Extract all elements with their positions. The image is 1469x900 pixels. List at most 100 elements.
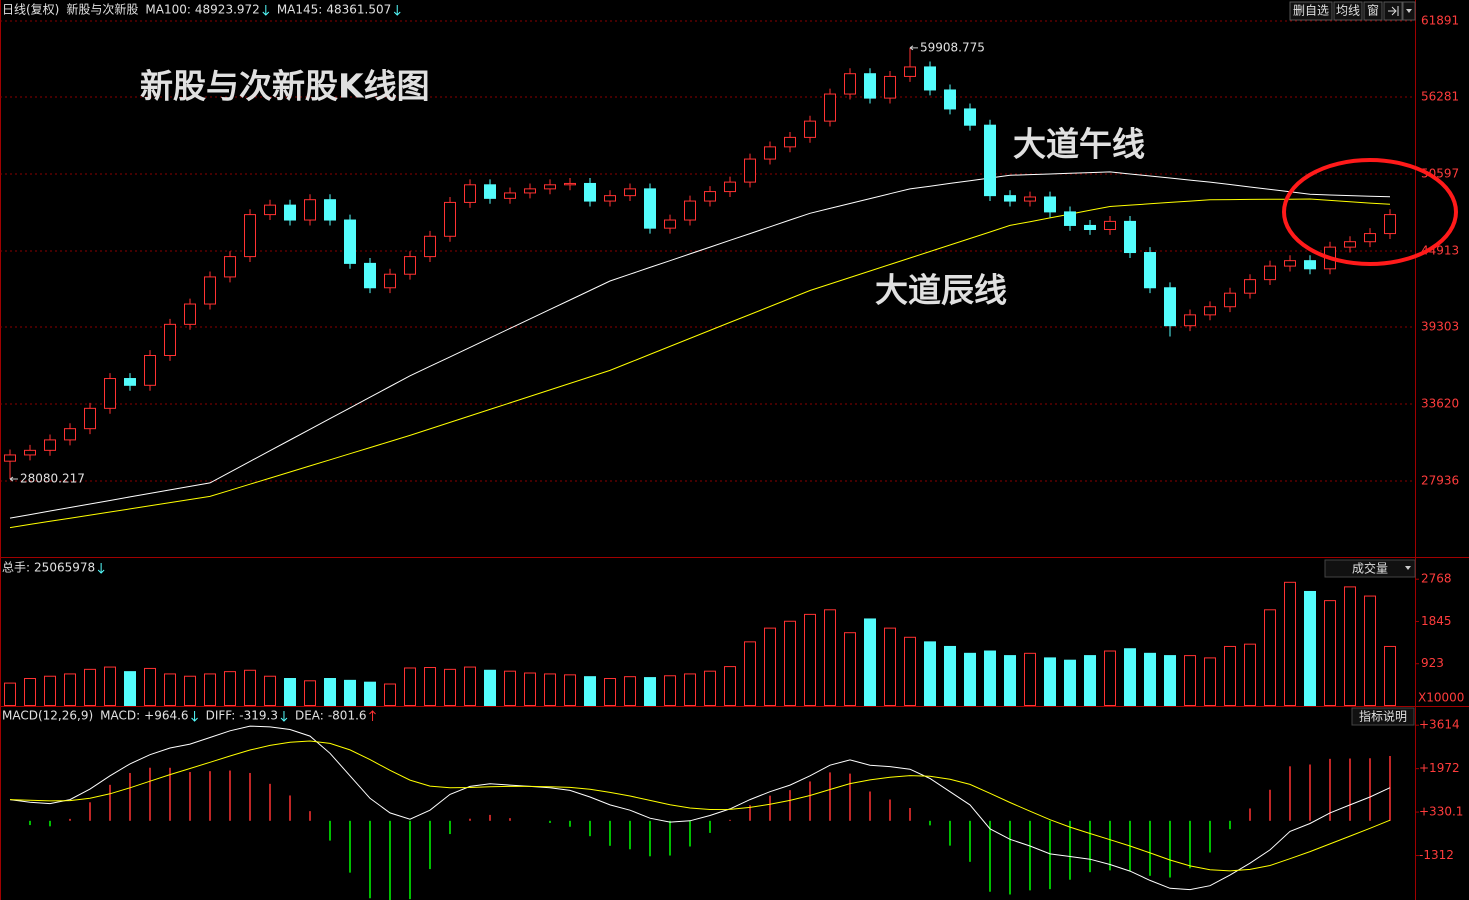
- volume-bar: [284, 678, 296, 706]
- macd-line: [9, 725, 1391, 891]
- candle-body: [484, 184, 496, 199]
- y-tick-label: 27936: [1421, 474, 1459, 488]
- candle-body: [324, 199, 336, 221]
- candle-body: [1244, 279, 1256, 294]
- volume-bar: [1384, 645, 1396, 706]
- candle-body: [724, 181, 736, 193]
- volume-bar: [504, 670, 516, 706]
- button[interactable]: [1363, 1, 1383, 21]
- moving-average-line: [9, 198, 1391, 529]
- volume-bar: [1224, 645, 1236, 706]
- volume-bar: [1064, 659, 1076, 707]
- annotation: 大道午线: [1013, 125, 1145, 164]
- y-tick-label: 39303: [1421, 320, 1459, 334]
- candle-body: [684, 200, 696, 221]
- volume-bar: [424, 667, 436, 707]
- volume-bar: [1204, 657, 1216, 706]
- volume-bar: [764, 627, 776, 706]
- volume-bar: [1364, 595, 1376, 706]
- volume-bar: [84, 668, 96, 707]
- button-label[interactable]: 指标说明: [1359, 709, 1407, 724]
- candle-body: [364, 262, 376, 289]
- button[interactable]: [1351, 707, 1415, 726]
- extreme-pointer: [9, 476, 18, 482]
- volume-bar: [44, 675, 56, 706]
- candle-body: [1364, 233, 1376, 243]
- candle-body: [704, 191, 716, 202]
- candle-body: [244, 214, 256, 258]
- volume-bar: [544, 673, 556, 707]
- candle-body: [1144, 252, 1156, 289]
- y-tick-label: -1312: [1419, 848, 1454, 862]
- volume-bar: [1244, 643, 1256, 707]
- button-label[interactable]: 均线: [1336, 4, 1360, 18]
- candle-body: [1204, 306, 1216, 316]
- candle-body: [604, 195, 616, 202]
- candle-body: [84, 407, 96, 430]
- volume-bar: [664, 675, 676, 706]
- volume-button[interactable]: 成交量: [1324, 559, 1416, 578]
- candle-body: [184, 303, 196, 325]
- volume-bar: [464, 666, 476, 706]
- button-label[interactable]: 成交量: [1352, 561, 1388, 576]
- volume-bar: [1084, 655, 1096, 707]
- legend-label: MA100:: [145, 3, 191, 17]
- macd-line: [9, 740, 1391, 872]
- legend-label: MA145:: [277, 3, 323, 17]
- extreme-pointer: [909, 45, 918, 51]
- volume-bar: [524, 672, 536, 706]
- volume-bar: [484, 669, 496, 706]
- y-tick-label: 33620: [1421, 397, 1459, 411]
- candle-body: [984, 124, 996, 197]
- candle-body: [404, 256, 416, 275]
- extreme-label: 28080.217: [20, 472, 85, 486]
- candle-body: [444, 201, 456, 237]
- volume-bar: [1104, 650, 1116, 706]
- candle-body: [24, 449, 36, 456]
- candle-body: [884, 75, 896, 99]
- candle-body: [644, 188, 656, 229]
- candle-body: [144, 355, 156, 386]
- chart-title: 新股与次新股: [66, 2, 138, 17]
- candle-body: [384, 273, 396, 289]
- candle-body: [944, 89, 956, 110]
- y-tick-label: +330.1: [1419, 805, 1463, 819]
- legend-value: -801.6: [328, 709, 367, 723]
- volume-bar: [1284, 581, 1296, 706]
- candle-body: [504, 192, 516, 199]
- volume-bar: [1144, 652, 1156, 706]
- candle-body: [804, 120, 816, 138]
- legend-label: MACD:: [100, 709, 140, 723]
- candle-body: [1164, 287, 1176, 327]
- volume-bar: [1124, 648, 1136, 707]
- candle-body: [764, 146, 776, 160]
- button[interactable]: [1333, 1, 1363, 21]
- y-tick-label: 56281: [1421, 90, 1459, 104]
- legend-value: 48361.507: [326, 3, 391, 17]
- volume-bar: [1264, 609, 1276, 707]
- volume-bar: [904, 636, 916, 706]
- volume-bar: [924, 641, 936, 706]
- icon: [1406, 9, 1412, 13]
- candle-body: [104, 378, 116, 409]
- annotation: 大道辰线: [875, 271, 1007, 310]
- extreme-label: 59908.775: [920, 40, 985, 54]
- volume-bar: [244, 669, 256, 706]
- volume-bar: [644, 677, 656, 706]
- button-label[interactable]: 删自选: [1293, 4, 1329, 18]
- icon: [1388, 6, 1399, 16]
- candle-body: [1184, 314, 1196, 327]
- button-label[interactable]: 窗: [1367, 4, 1379, 18]
- volume-bar: [804, 613, 816, 707]
- button[interactable]: [1289, 1, 1333, 21]
- macd-button[interactable]: 指标说明: [1351, 707, 1415, 726]
- candle-body: [1284, 260, 1296, 267]
- candle-body: [544, 184, 556, 190]
- candle-body: [1104, 220, 1116, 231]
- dropdown[interactable]: [1324, 559, 1416, 578]
- volume-bar: [684, 673, 696, 707]
- panel-title: MACD(12,26,9): [2, 709, 93, 723]
